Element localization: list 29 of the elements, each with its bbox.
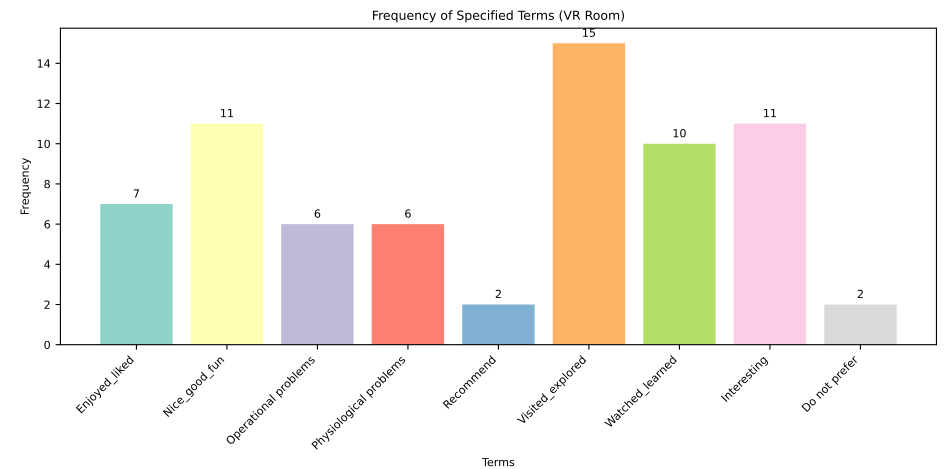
y-tick-label: 6 — [44, 220, 50, 228]
y-tick-label: 8 — [44, 180, 50, 188]
bar — [462, 304, 535, 345]
data-label: 10 — [674, 128, 686, 138]
bar — [100, 204, 173, 345]
y-axis-title: Frequency — [20, 158, 31, 214]
bar — [372, 224, 444, 345]
chart-title: Frequency of Specified Terms (VR Room) — [373, 10, 624, 22]
x-axis-title: Terms — [482, 458, 514, 466]
bar — [643, 144, 716, 345]
bar — [824, 304, 897, 345]
data-label: 11 — [221, 109, 233, 118]
y-tick-label: 4 — [44, 260, 50, 269]
bar — [734, 124, 806, 345]
bar — [190, 124, 264, 345]
y-tick-label: 12 — [38, 99, 50, 108]
data-label: 6 — [405, 209, 411, 218]
data-label: 2 — [858, 290, 863, 298]
y-tick-label: 10 — [38, 140, 50, 148]
data-label: 7 — [134, 189, 140, 198]
data-label: 11 — [764, 109, 776, 118]
y-tick-label: 0 — [44, 340, 50, 350]
y-tick-label: 14 — [38, 59, 50, 68]
y-tick-label: 2 — [44, 300, 50, 309]
bar — [281, 224, 354, 345]
bar — [552, 43, 626, 345]
data-label: 2 — [496, 290, 501, 298]
data-label: 6 — [314, 209, 320, 218]
data-label: 15 — [583, 28, 596, 37]
